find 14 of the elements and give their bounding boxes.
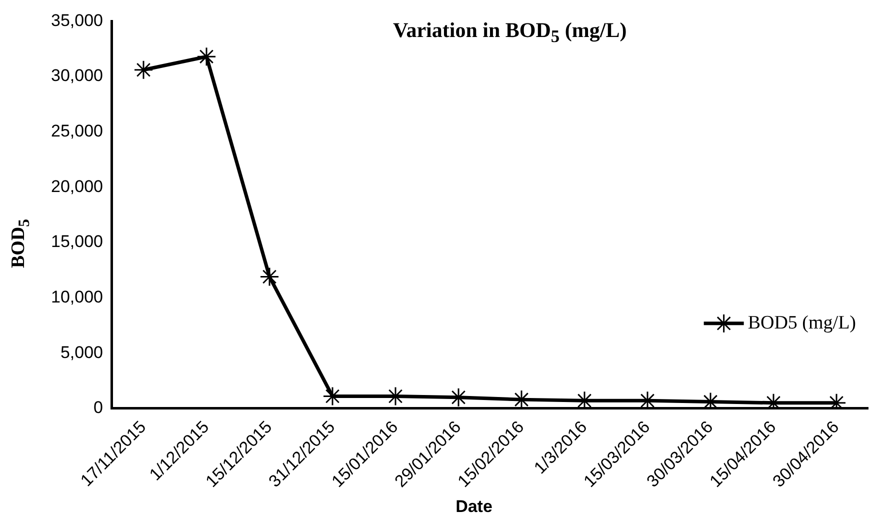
point [260, 267, 280, 287]
y-tick-label: 35,000 [50, 10, 103, 30]
y-tick-label: 5,000 [60, 342, 103, 362]
chart-title: Variation in BOD$_{5}$ (mg/L) [393, 18, 627, 48]
y-tick-label: 10,000 [50, 287, 103, 306]
y-tick-label: 25,000 [50, 122, 103, 141]
y-tick-label: 15,000 [50, 232, 103, 252]
y-tick-label: 0 [94, 398, 103, 418]
y-tick-label: 20,000 [50, 176, 103, 196]
y-tick-label: 30,000 [50, 66, 103, 86]
point [196, 46, 216, 66]
x-axis-title: Date [454, 497, 494, 517]
legend-label: BOD5 (mg/L) [748, 312, 856, 334]
point [134, 60, 154, 80]
